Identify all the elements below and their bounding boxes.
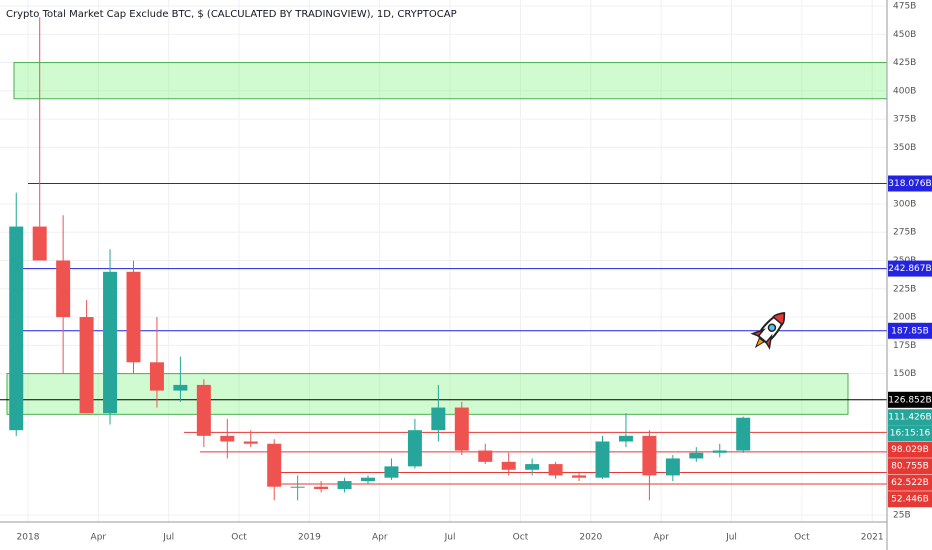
countdown: 16:15:16	[890, 429, 931, 439]
y-tick-label: 150B	[893, 369, 916, 379]
y-tick-label: 350B	[893, 143, 916, 153]
rocket-icon	[750, 312, 786, 350]
price-label: 126.852B	[888, 395, 931, 405]
candle-body	[361, 477, 375, 482]
candle-body	[79, 317, 94, 414]
candle-body	[243, 441, 258, 444]
candle-body	[173, 384, 188, 391]
y-tick-label: 375B	[893, 115, 916, 125]
candle-body	[618, 435, 633, 442]
x-tick-label: Jul	[444, 533, 456, 543]
candle-body	[126, 271, 141, 363]
price-label-bg	[888, 491, 932, 508]
y-tick-label: 275B	[893, 228, 916, 238]
candle-body	[595, 441, 610, 478]
x-tick-label: Apr	[91, 533, 107, 543]
candle-body	[384, 466, 399, 478]
y-tick-label: 475B	[893, 2, 916, 12]
price-label: 187.85B	[891, 326, 929, 336]
countdown-bg	[888, 425, 932, 442]
price-label-bg	[888, 441, 932, 458]
candle-body	[314, 486, 329, 489]
y-tick-label: 400B	[893, 86, 916, 96]
price-label: 242.867B	[888, 264, 931, 274]
price-label: 98.029B	[891, 445, 929, 455]
price-label: 318.076B	[888, 179, 931, 189]
candle-body	[736, 417, 751, 451]
candle-body	[665, 458, 680, 476]
candle-body	[572, 475, 587, 478]
candle-body	[103, 271, 118, 414]
candle-body	[501, 461, 516, 470]
y-tick-label: 450B	[893, 30, 916, 40]
candle-body	[642, 435, 657, 476]
x-tick-label: 2018	[17, 533, 40, 543]
candle-body	[407, 430, 422, 467]
y-tick-label: 300B	[893, 199, 916, 209]
price-label-bg	[888, 474, 932, 491]
x-tick-label: Apr	[372, 533, 388, 543]
x-tick-label: Jul	[725, 533, 737, 543]
x-tick-label: 2019	[298, 533, 321, 543]
x-tick-label: Jul	[162, 533, 174, 543]
candle-body	[712, 450, 727, 453]
plot-area	[0, 0, 888, 522]
candle-body	[196, 384, 211, 436]
y-tick-label: 200B	[893, 313, 916, 323]
candle-body	[478, 450, 493, 462]
candle-body	[56, 260, 71, 318]
candle-body	[431, 407, 446, 431]
x-tick-label: Oct	[794, 533, 810, 543]
candle-body	[337, 481, 352, 489]
zone	[13, 62, 888, 100]
candle-body	[525, 464, 540, 470]
candle-body	[220, 435, 235, 442]
price-label-bg	[888, 409, 932, 426]
candle-body	[149, 362, 164, 391]
y-tick-label: 25B	[893, 511, 911, 521]
price-label-bg	[888, 391, 932, 408]
chart-title: Crypto Total Market Cap Exclude BTC, $ (…	[6, 9, 457, 20]
x-tick-label: Apr	[653, 533, 669, 543]
price-label: 62.522B	[891, 478, 929, 488]
candle-body	[548, 464, 563, 476]
price-label-bg	[888, 260, 932, 277]
y-tick-label: 225B	[893, 284, 916, 294]
price-label: 52.446B	[891, 495, 929, 505]
candle-body	[32, 226, 47, 261]
x-tick-label: 2020	[579, 533, 602, 543]
zone	[6, 373, 849, 415]
price-label-bg	[888, 322, 932, 339]
price-label: 111.426B	[888, 413, 931, 423]
candle-body	[689, 452, 704, 459]
x-tick-label: Oct	[513, 533, 529, 543]
candle-body	[290, 486, 305, 488]
candle-body	[267, 443, 282, 487]
candle-body	[9, 226, 24, 431]
x-tick-label: Oct	[231, 533, 247, 543]
price-label-bg	[888, 175, 932, 192]
y-tick-label: 175B	[893, 341, 916, 351]
price-label: 80.755B	[891, 462, 929, 472]
y-tick-label: 425B	[893, 58, 916, 68]
candle-body	[454, 407, 469, 451]
x-tick-label: 2021	[861, 533, 884, 543]
price-label-bg	[888, 458, 932, 475]
